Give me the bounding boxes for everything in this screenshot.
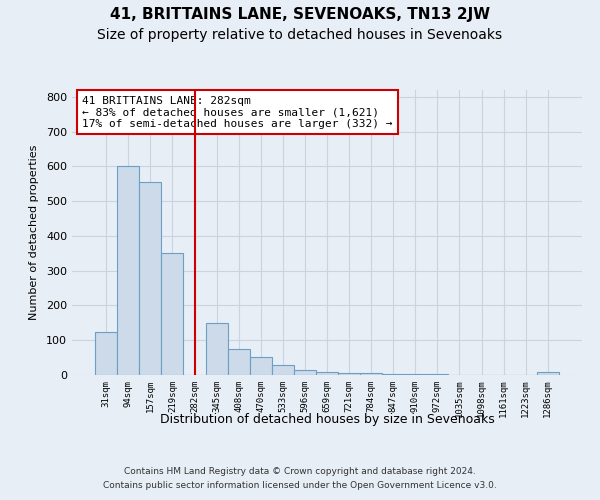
- Bar: [161, 254, 184, 375]
- Y-axis label: Number of detached properties: Number of detached properties: [29, 145, 39, 320]
- Bar: [272, 364, 294, 375]
- Bar: [427, 374, 448, 375]
- Bar: [360, 374, 382, 375]
- Bar: [250, 357, 272, 375]
- Text: Contains HM Land Registry data © Crown copyright and database right 2024.: Contains HM Land Registry data © Crown c…: [124, 468, 476, 476]
- Bar: [227, 349, 250, 375]
- Bar: [382, 374, 404, 375]
- Text: Contains public sector information licensed under the Open Government Licence v3: Contains public sector information licen…: [103, 481, 497, 490]
- Bar: [206, 323, 227, 375]
- Bar: [404, 374, 427, 375]
- Bar: [537, 372, 559, 375]
- Text: 41, BRITTAINS LANE, SEVENOAKS, TN13 2JW: 41, BRITTAINS LANE, SEVENOAKS, TN13 2JW: [110, 8, 490, 22]
- Bar: [95, 332, 117, 375]
- Bar: [139, 182, 161, 375]
- Bar: [338, 374, 360, 375]
- Text: Distribution of detached houses by size in Sevenoaks: Distribution of detached houses by size …: [160, 412, 494, 426]
- Bar: [294, 370, 316, 375]
- Text: Size of property relative to detached houses in Sevenoaks: Size of property relative to detached ho…: [97, 28, 503, 42]
- Bar: [316, 372, 338, 375]
- Text: 41 BRITTAINS LANE: 282sqm
← 83% of detached houses are smaller (1,621)
17% of se: 41 BRITTAINS LANE: 282sqm ← 83% of detac…: [82, 96, 392, 129]
- Bar: [117, 166, 139, 375]
